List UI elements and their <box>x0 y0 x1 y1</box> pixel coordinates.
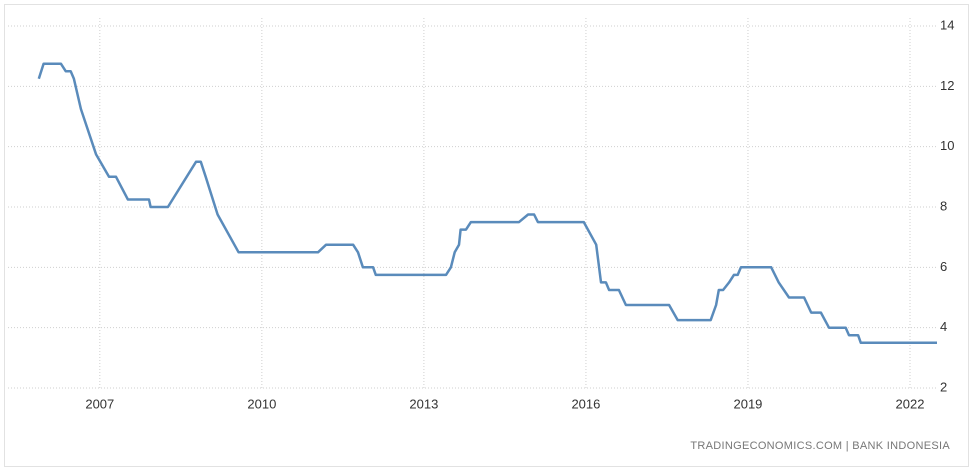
y-tick-label: 14 <box>940 17 954 32</box>
x-tick-label: 2013 <box>409 396 438 411</box>
x-tick-label: 2019 <box>733 396 762 411</box>
x-tick-label: 2007 <box>85 396 114 411</box>
y-tick-label: 2 <box>940 379 947 394</box>
x-tick-label: 2016 <box>571 396 600 411</box>
y-tick-label: 4 <box>940 319 947 334</box>
y-tick-label: 12 <box>940 78 954 93</box>
data-line <box>37 62 937 345</box>
y-tick-label: 6 <box>940 259 947 274</box>
chart-border <box>4 4 969 467</box>
source: TRADINGECONOMICS.COM | BANK INDONESIA <box>690 440 950 452</box>
y-tick-label: 10 <box>940 138 954 153</box>
x-tick-label: 2022 <box>896 396 925 411</box>
y-tick-label: 8 <box>940 198 947 213</box>
x-tick-label: 2010 <box>247 396 276 411</box>
